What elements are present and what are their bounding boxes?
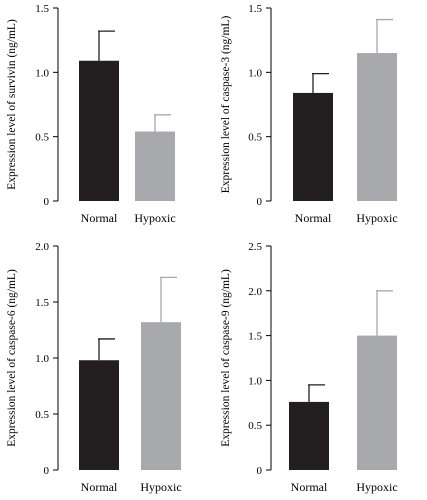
category-label-normal: Normal (291, 480, 328, 494)
bar-normal (79, 60, 119, 202)
category-label-hypoxic: Hypoxic (356, 211, 397, 225)
y-tick-label: 0 (257, 465, 263, 477)
y-tick-label: 1.0 (35, 67, 49, 79)
y-axis-title: Expression level of caspase-9 (ng/mL) (220, 269, 232, 447)
y-tick-label: 1.5 (248, 3, 262, 15)
y-tick-label: 2.0 (248, 286, 262, 298)
y-tick-label: 0 (44, 196, 50, 208)
bar-hypoxic (141, 322, 181, 470)
category-label-normal: Normal (81, 211, 118, 225)
y-tick-label: 1.0 (248, 67, 262, 79)
chart-panel-2: 0 0.5 1.0 1.5 Expression level of caspase-3 … (220, 3, 398, 225)
y-tick-label: 0.5 (35, 409, 49, 421)
bar-hypoxic (135, 131, 175, 201)
category-label-normal: Normal (81, 480, 118, 494)
y-axis-title: Expression level of survivin (ng/mL) (6, 19, 18, 190)
y-tick-label: 1.5 (248, 331, 262, 343)
y-tick-label: 1.5 (35, 297, 49, 309)
y-tick-label: 0 (257, 196, 263, 208)
y-tick-label: 1.5 (35, 3, 49, 15)
y-axis-title: Expression level of caspase-3 (ng/mL) (220, 16, 232, 194)
y-tick-label: 1.0 (35, 353, 49, 365)
y-tick-label: 2.0 (35, 241, 49, 253)
y-tick-label: 0.5 (248, 132, 262, 144)
y-tick-label: 1.0 (248, 375, 262, 387)
bar-normal (293, 92, 333, 201)
chart-panel-1: 0 0.5 1.0 1.5 Expression level of survivin (… (6, 3, 176, 225)
y-tick-label: 0.5 (35, 132, 49, 144)
y-tick-label: 0.5 (248, 420, 262, 432)
y-axis-title: Expression level of caspase-6 (ng/mL) (6, 269, 18, 447)
bar-normal (289, 401, 329, 470)
bar-hypoxic (357, 335, 397, 470)
bar-normal (79, 360, 119, 470)
category-label-normal: Normal (295, 211, 332, 225)
y-tick-label: 0 (44, 465, 50, 477)
y-tick-label: 2.5 (248, 241, 262, 253)
category-label-hypoxic: Hypoxic (134, 211, 175, 225)
bar-hypoxic (357, 53, 397, 202)
category-label-hypoxic: Hypoxic (356, 480, 397, 494)
chart-panel-4: 0 0.5 1.0 1.5 2.0 2.5 Expression level of casp… (220, 241, 398, 494)
category-label-hypoxic: Hypoxic (140, 480, 181, 494)
chart-panel-3: 0 0.5 1.0 1.5 2.0 Expression level of caspase… (6, 241, 182, 494)
